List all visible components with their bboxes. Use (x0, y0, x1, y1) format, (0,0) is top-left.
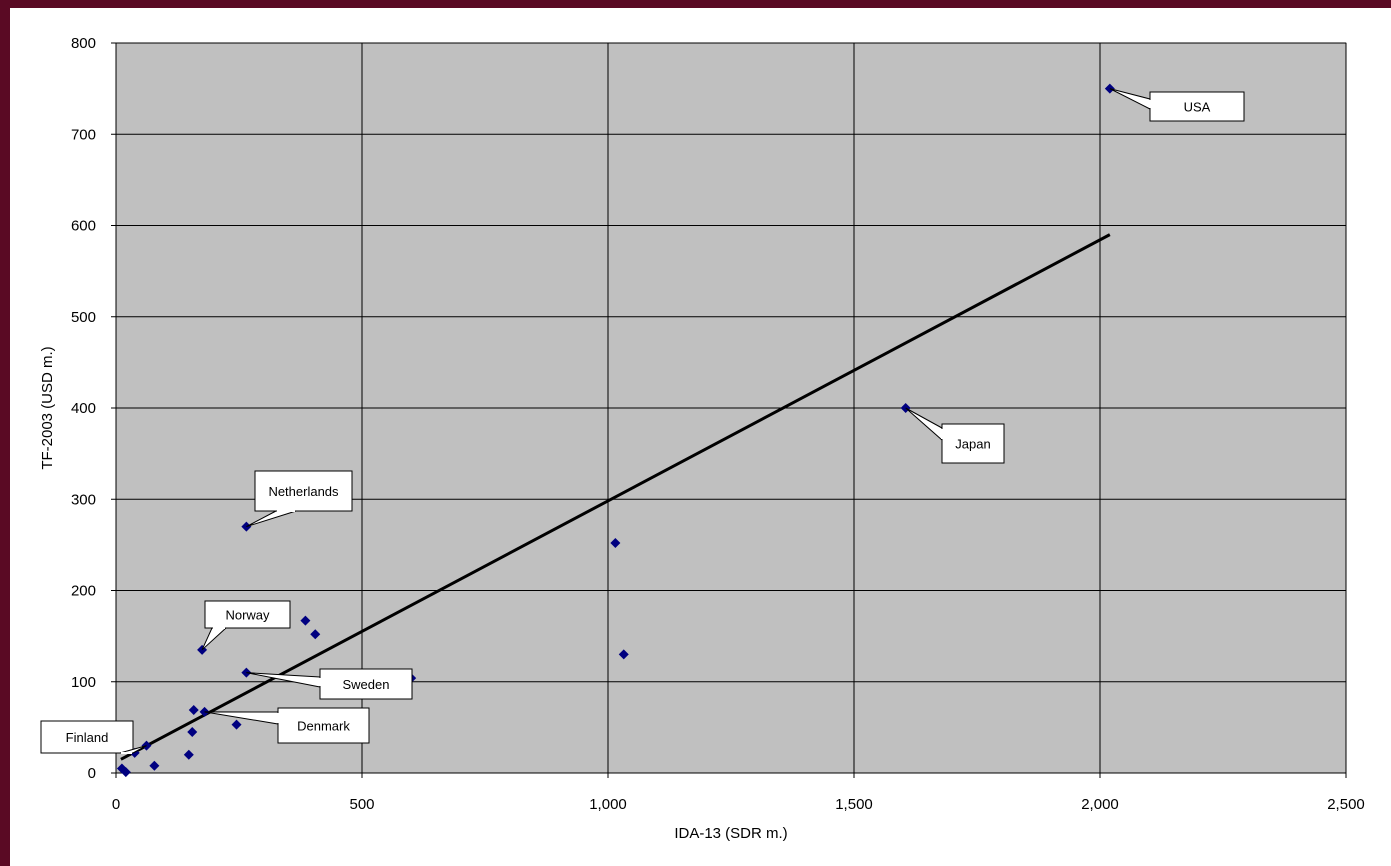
x-tick-label: 1,000 (589, 796, 627, 813)
y-tick-label: 200 (71, 583, 96, 600)
x-tick-label: 2,500 (1327, 796, 1365, 813)
y-tick-label: 800 (71, 35, 96, 52)
x-tick-label: 0 (112, 796, 120, 813)
callout-box-netherlands (254, 470, 353, 512)
data-point (300, 615, 311, 626)
y-tick-label: 500 (71, 309, 96, 326)
y-tick-label: 600 (71, 218, 96, 235)
trendline (120, 233, 1111, 761)
y-tick-label: 0 (88, 765, 96, 782)
callout-label-japan: Japan (955, 437, 990, 452)
x-tick-label: 1,500 (835, 796, 873, 813)
data-point (149, 760, 160, 771)
callout-box-finland (40, 720, 134, 754)
y-tick-label: 700 (71, 126, 96, 143)
data-point (120, 767, 131, 778)
callout-box-japan (941, 423, 1005, 464)
y-tick-label: 100 (71, 674, 96, 691)
callout-label-usa: USA (1184, 100, 1211, 115)
x-tick-label: 2,000 (1081, 796, 1119, 813)
callout-box-norway (204, 600, 291, 629)
y-tick-label: 400 (71, 400, 96, 417)
data-point (188, 705, 199, 716)
data-point (187, 726, 198, 737)
y-tick-label: 300 (71, 491, 96, 508)
x-tick-label: 500 (349, 796, 374, 813)
data-point (610, 538, 621, 549)
callout-label-netherlands: Netherlands (268, 484, 339, 499)
callout-label-sweden: Sweden (343, 677, 390, 692)
data-point (183, 749, 194, 760)
data-point (231, 719, 242, 730)
callout-box-denmark (277, 707, 370, 744)
data-point (618, 649, 629, 660)
callout-label-denmark: Denmark (297, 719, 350, 734)
callout-label-norway: Norway (225, 608, 270, 623)
y-axis-title: TF-2003 (USD m.) (39, 346, 56, 469)
data-point (310, 629, 321, 640)
x-axis-title: IDA-13 (SDR m.) (674, 825, 787, 842)
callout-label-finland: Finland (66, 730, 109, 745)
